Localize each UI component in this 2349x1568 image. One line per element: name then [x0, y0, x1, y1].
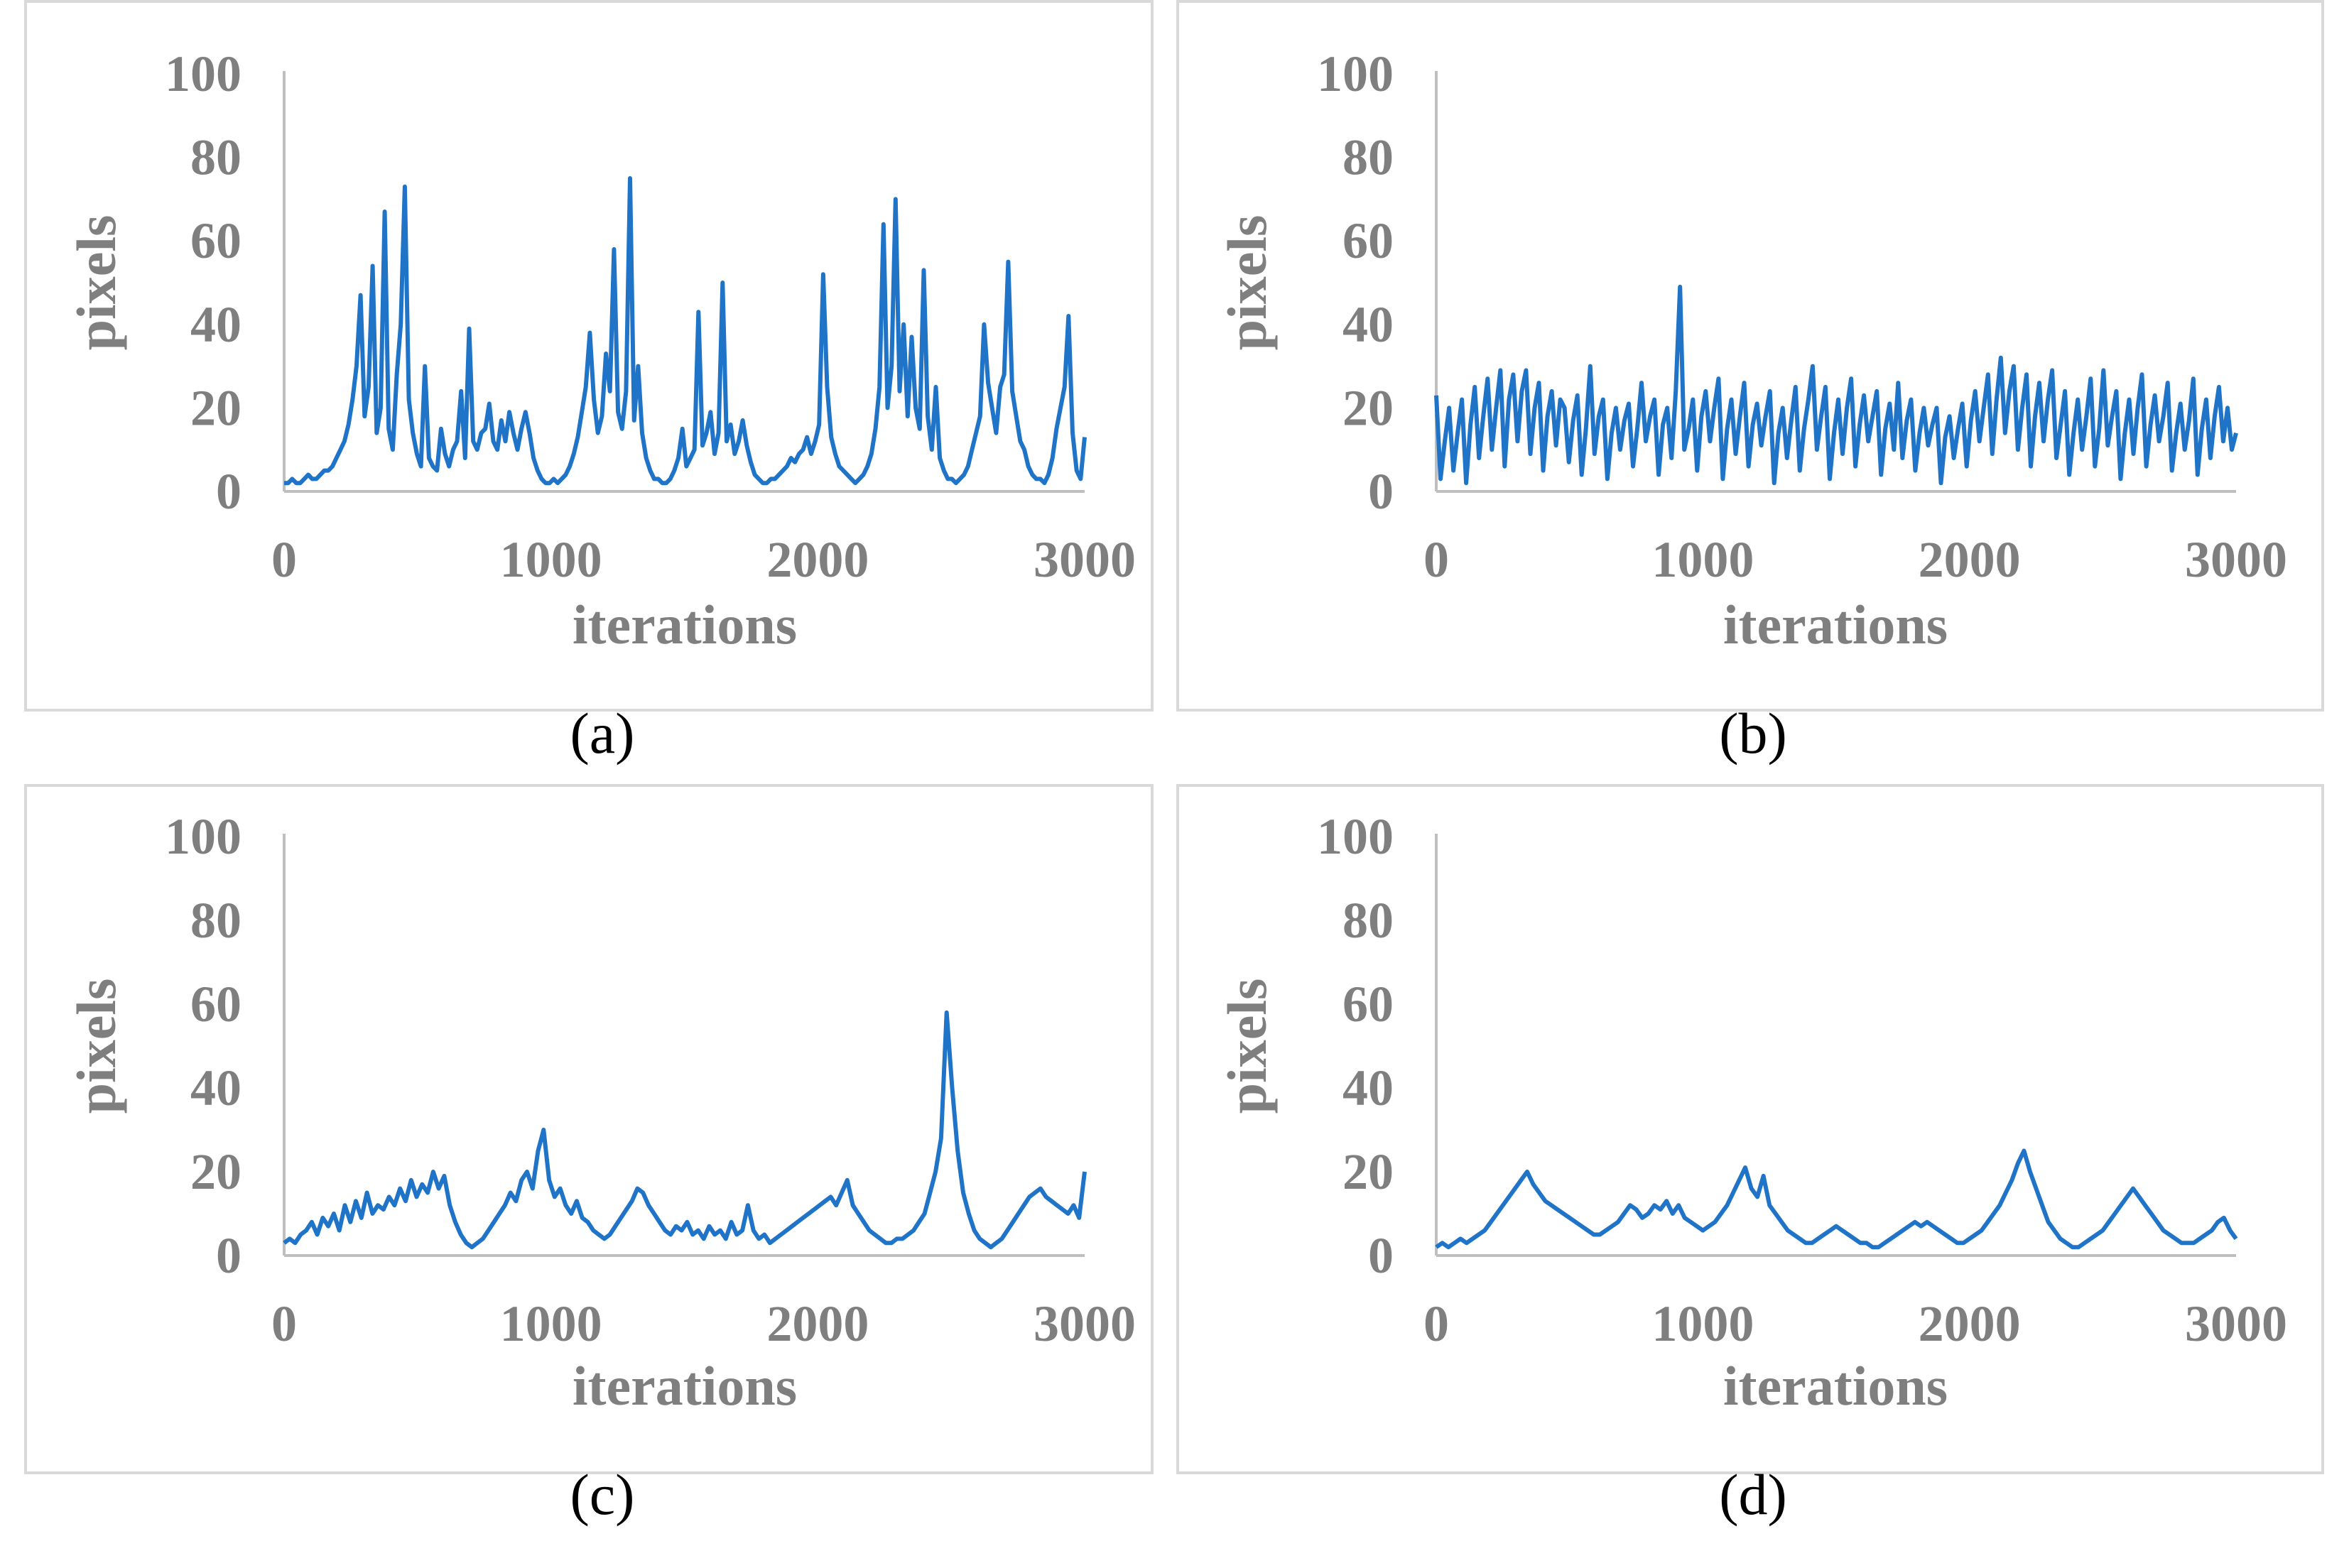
panel-caption: (d): [1719, 1462, 1787, 1527]
y-tick-label: 80: [1342, 129, 1394, 186]
x-axis-title: iterations: [1723, 1355, 1948, 1417]
y-axis-title: pixels: [1216, 979, 1278, 1114]
x-axis-title: iterations: [573, 1355, 797, 1417]
x-tick-label: 0: [1423, 1295, 1449, 1352]
y-tick-label: 40: [1342, 296, 1394, 353]
x-tick-label: 2000: [766, 531, 869, 588]
y-tick-label: 60: [1342, 976, 1394, 1033]
panel-caption: (a): [570, 701, 634, 766]
y-tick-label: 0: [1368, 463, 1394, 520]
y-tick-label: 60: [190, 976, 242, 1033]
y-tick-label: 100: [1317, 45, 1394, 102]
panel-frame: [24, 784, 1154, 1474]
y-tick-label: 100: [165, 45, 242, 102]
y-tick-label: 80: [190, 892, 242, 949]
data-series-line: [284, 176, 1087, 486]
x-tick-label: 0: [271, 1295, 297, 1352]
y-axis-title: pixels: [65, 215, 127, 351]
y-tick-label: 80: [190, 129, 242, 186]
y-tick-label: 40: [190, 296, 242, 353]
y-tick-label: 60: [1342, 212, 1394, 269]
x-tick-label: 3000: [2185, 1295, 2287, 1352]
panel-frame: [1176, 784, 2324, 1474]
x-tick-label: 0: [271, 531, 297, 588]
x-tick-label: 3000: [1034, 531, 1136, 588]
data-series-line: [283, 1010, 1087, 1250]
x-tick-label: 1000: [500, 531, 602, 588]
y-tick-label: 0: [216, 1227, 242, 1284]
panel-caption: (b): [1719, 701, 1787, 766]
panel-frame: [1176, 0, 2324, 712]
y-axis-title: pixels: [65, 979, 127, 1114]
y-tick-label: 20: [1342, 1143, 1394, 1200]
x-tick-label: 3000: [2185, 531, 2287, 588]
y-tick-label: 40: [1342, 1060, 1394, 1116]
x-axis-title: iterations: [1723, 594, 1948, 655]
x-tick-label: 1000: [1651, 531, 1754, 588]
y-tick-label: 40: [190, 1060, 242, 1116]
x-tick-label: 1000: [1651, 1295, 1754, 1352]
x-tick-label: 2000: [1919, 1295, 2021, 1352]
y-tick-label: 80: [1342, 892, 1394, 949]
y-tick-label: 100: [165, 808, 242, 865]
x-tick-label: 1000: [500, 1295, 602, 1352]
data-series-line: [1434, 284, 2238, 486]
y-tick-label: 20: [190, 379, 242, 436]
y-axis-title: pixels: [1216, 215, 1278, 351]
panel-caption: (c): [570, 1462, 634, 1527]
x-tick-label: 2000: [766, 1295, 869, 1352]
y-tick-label: 60: [190, 212, 242, 269]
data-series-line: [1435, 1148, 2238, 1250]
y-tick-label: 20: [1342, 379, 1394, 436]
panel-frame: [24, 0, 1154, 712]
y-tick-label: 0: [1368, 1227, 1394, 1284]
y-tick-label: 100: [1317, 808, 1394, 865]
x-tick-label: 0: [1423, 531, 1449, 588]
x-axis-title: iterations: [573, 594, 797, 655]
y-tick-label: 20: [190, 1143, 242, 1200]
x-tick-label: 2000: [1919, 531, 2021, 588]
x-tick-label: 3000: [1034, 1295, 1136, 1352]
y-tick-label: 0: [216, 463, 242, 520]
